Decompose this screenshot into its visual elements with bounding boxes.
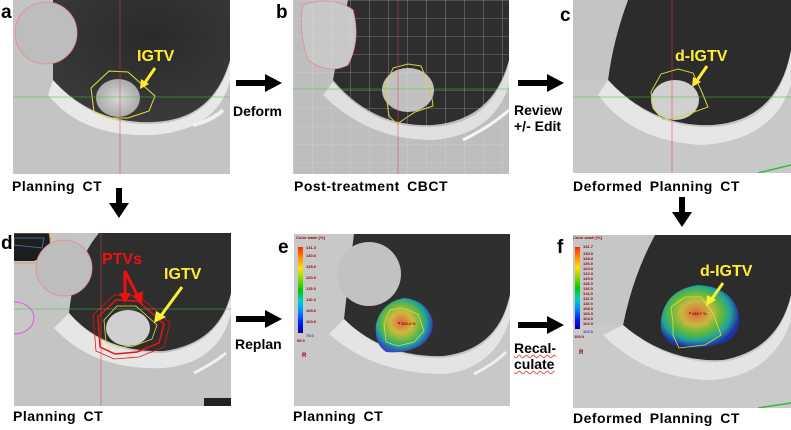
- colorbar-min: 95.0: [297, 338, 305, 343]
- colorbar-tick: 120.0: [306, 275, 317, 280]
- orientation-marker: R: [579, 350, 584, 356]
- colorbar-tick: 114.0: [583, 291, 593, 296]
- colorbar-tick: 108.0: [583, 306, 594, 311]
- right-arrow-icon: [236, 74, 282, 92]
- colorbar-tick: 128.0: [583, 256, 594, 261]
- step-recalculate: Recal- culate: [514, 340, 556, 372]
- caption-e: Planning CT: [293, 408, 384, 424]
- caption-b: Post-treatment CBCT: [294, 178, 449, 194]
- colorbar-low-marker: 100.0: [583, 329, 594, 334]
- colorbar-tick: 126.0: [583, 261, 594, 266]
- panel-letter-f: f: [557, 237, 564, 258]
- ct-image-panel-d: PTVs IGTV: [14, 233, 231, 406]
- orientation-marker: R: [302, 353, 307, 359]
- max-dose-point: 130.7 %: [692, 311, 707, 316]
- igtv-label: IGTV: [164, 266, 202, 283]
- colorbar-tick: 124.0: [583, 266, 594, 271]
- panel-letter-c: c: [560, 5, 571, 26]
- deformed-ct-slice-graphic: [573, 0, 791, 173]
- step-replan: Replan: [235, 336, 282, 352]
- colorbar-tick: 116.0: [583, 286, 593, 291]
- colorbar-tick: 115.0: [306, 286, 316, 291]
- step-deform: Deform: [233, 103, 283, 119]
- colorbar-tick: 110.0: [583, 301, 593, 306]
- colorbar-gradient: [575, 247, 580, 329]
- dose-image-panel-e: Color wash [%] 131.3 130.0 125.0 120.0 1…: [294, 234, 510, 406]
- step-review-line2: +/- Edit: [514, 118, 562, 134]
- yellow-arrow-icon: [706, 282, 725, 306]
- cbct-slice-graphic: [293, 0, 509, 174]
- max-dose-point: 130.4 %: [401, 321, 416, 326]
- colorbar-tick: 118.0: [583, 281, 593, 286]
- colorbar-header: Color wash [%]: [573, 235, 602, 240]
- ct-image-panel-c: d-IGTV: [573, 0, 791, 173]
- colorbar-tick: 100.0: [306, 319, 317, 324]
- right-arrow-icon: [518, 74, 564, 92]
- ct-slice-ptv-graphic: [14, 233, 231, 406]
- colorbar-tick: 130.0: [583, 251, 594, 256]
- d-igtv-label: d-IGTV: [675, 48, 728, 65]
- panel-letter-d: d: [1, 233, 13, 254]
- dose-colorbar: Color wash [%] 131.3 130.0 125.0 120.0 1…: [296, 235, 340, 359]
- dose-colorbar: Color wash [%] 131.7 130.0 128.0 126.0 1…: [573, 235, 617, 356]
- ct-image-panel-a: IGTV: [13, 0, 230, 174]
- panel-letter-e: e: [278, 237, 289, 258]
- step-review-edit: Review +/- Edit: [514, 102, 562, 134]
- dose-image-panel-f: Color wash [%] 131.7 130.0 128.0 126.0 1…: [573, 235, 791, 408]
- colorbar-tick: 110.0: [306, 297, 316, 302]
- caption-a: Planning CT: [12, 178, 103, 194]
- colorbar-tick: 130.0: [306, 253, 317, 258]
- ptvs-label: PTVs: [102, 251, 143, 268]
- colorbar-tick: 102.0: [583, 321, 594, 326]
- step-review-line1: Review: [514, 102, 563, 118]
- caption-f: Deformed Planning CT: [573, 410, 740, 426]
- colorbar-header: Color wash [%]: [296, 235, 325, 240]
- colorbar-tick: 131.3: [306, 245, 317, 250]
- colorbar-tick: 104.0: [583, 316, 594, 321]
- colorbar-low-marker: 75.0: [306, 333, 314, 338]
- colorbar-gradient: [298, 247, 303, 333]
- colorbar-min: 100.0: [574, 334, 585, 339]
- colorbar-tick: 112.0: [583, 296, 593, 301]
- ct-slice-graphic: [13, 0, 230, 174]
- dose-wash-graphic: [294, 234, 510, 406]
- cbct-image-panel-b: [293, 0, 509, 174]
- caption-d: Planning CT: [13, 408, 104, 424]
- right-arrow-icon: [236, 310, 282, 328]
- step-recalc-line2: culate: [514, 356, 555, 372]
- colorbar-tick: 131.7: [583, 244, 594, 249]
- panel-letter-a: a: [1, 2, 12, 23]
- red-double-arrow-icon: [119, 270, 143, 304]
- yellow-arrow-icon: [154, 286, 184, 323]
- down-arrow-icon: [109, 188, 129, 218]
- colorbar-tick: 125.0: [306, 264, 317, 269]
- colorbar-tick: 120.0: [583, 276, 594, 281]
- igtv-label: IGTV: [137, 48, 175, 65]
- d-igtv-label: d-IGTV: [700, 263, 753, 280]
- panel-letter-b: b: [276, 2, 288, 23]
- yellow-arrow-icon: [692, 65, 709, 87]
- colorbar-tick: 122.0: [583, 271, 594, 276]
- right-arrow-icon: [518, 316, 564, 334]
- colorbar-tick: 105.0: [306, 308, 317, 313]
- colorbar-tick: 106.0: [583, 311, 594, 316]
- step-recalc-line1: Recal-: [514, 340, 557, 356]
- caption-c: Deformed Planning CT: [573, 178, 740, 194]
- down-arrow-icon: [672, 197, 692, 227]
- yellow-arrow-icon: [140, 67, 157, 89]
